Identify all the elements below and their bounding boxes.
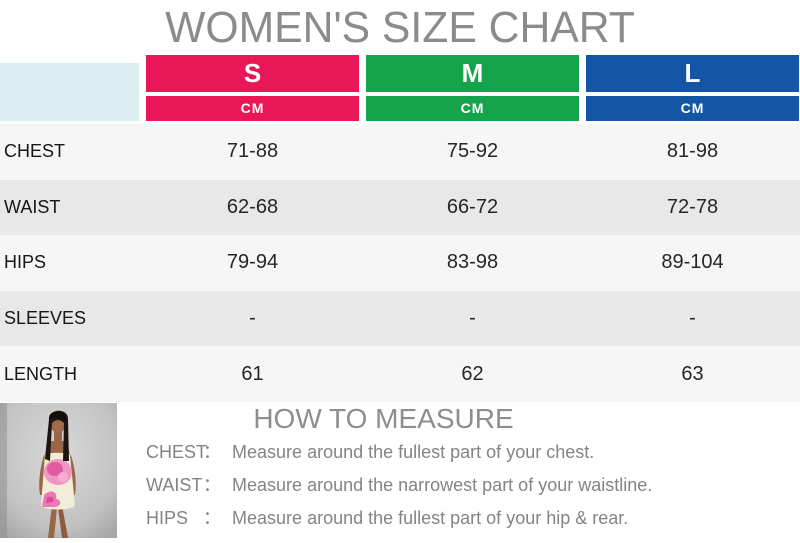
- instruction-label: HIPS: [146, 508, 189, 528]
- cell-value-l: 63: [681, 362, 704, 385]
- header-corner-cell: [0, 63, 139, 121]
- cell-value-m: 75-92: [446, 140, 499, 163]
- row-label: WAIST: [4, 196, 61, 217]
- instruction-text: Measure around the fullest part of your …: [232, 508, 629, 528]
- unit-label: CM: [366, 96, 579, 121]
- table-row: LENGTH 61 62 63: [0, 346, 800, 402]
- page-title: WOMEN'S SIZE CHART: [165, 3, 635, 52]
- size-column-header: M CM: [366, 55, 579, 121]
- model-in-floral-dress-illustration: [0, 403, 117, 538]
- instruction-label: WAIST: [146, 475, 203, 495]
- cell-value-m: 83-98: [446, 251, 499, 274]
- cell-value-m: 66-72: [446, 195, 499, 218]
- cell-value-l: -: [689, 307, 696, 330]
- instruction-text: Measure around the narrowest part of you…: [232, 475, 653, 495]
- measure-instruction-line: WAIST ： Measure around the narrowest par…: [146, 469, 652, 502]
- row-label: HIPS: [4, 252, 47, 273]
- how-to-measure-heading: HOW TO MEASURE: [253, 403, 514, 434]
- instruction-label: CHEST: [146, 442, 208, 462]
- table-row: WAIST 62-68 66-72 72-78: [0, 179, 800, 236]
- row-label: CHEST: [4, 141, 66, 162]
- cell-value-l: 81-98: [666, 140, 719, 163]
- measure-body: HOW TO MEASURE CHEST ： Measure around th…: [117, 403, 652, 538]
- measure-instruction-line: CHEST ： Measure around the fullest part …: [146, 436, 652, 469]
- table-row: CHEST 71-88 75-92 81-98: [0, 124, 800, 180]
- instruction-text: Measure around the fullest part of your …: [232, 442, 595, 462]
- size-label: S: [146, 55, 359, 92]
- instruction-colon: ：: [203, 508, 222, 528]
- cell-value-s: 71-88: [226, 140, 279, 163]
- size-column-header: S CM: [146, 55, 359, 121]
- table-row: HIPS 79-94 83-98 89-104: [0, 235, 800, 291]
- size-column-header: L CM: [586, 55, 799, 121]
- instruction-colon: ：: [203, 475, 222, 495]
- cell-value-s: 61: [241, 362, 264, 385]
- row-label: LENGTH: [4, 363, 78, 384]
- size-header-row: S CM M CM L CM: [0, 55, 800, 121]
- product-photo: [0, 403, 117, 538]
- cell-value-s: -: [249, 307, 256, 330]
- instruction-colon: ：: [203, 442, 222, 462]
- size-columns: S CM M CM L CM: [139, 55, 799, 121]
- cell-value-l: 72-78: [666, 195, 719, 218]
- table-row: SLEEVES - - -: [0, 290, 800, 347]
- size-label: M: [366, 55, 579, 92]
- cell-value-s: 62-68: [226, 195, 279, 218]
- unit-label: CM: [146, 96, 359, 121]
- unit-label: CM: [586, 96, 799, 121]
- cell-value-m: 62: [461, 362, 484, 385]
- measure-instruction-line: HIPS ： Measure around the fullest part o…: [146, 502, 652, 535]
- size-label: L: [586, 55, 799, 92]
- cell-value-m: -: [469, 307, 476, 330]
- how-to-measure-section: HOW TO MEASURE CHEST ： Measure around th…: [0, 403, 800, 538]
- size-table: CHEST 71-88 75-92 81-98 WAIST 62-68 66-7…: [0, 124, 800, 402]
- measure-instructions: CHEST ： Measure around the fullest part …: [146, 436, 652, 535]
- cell-value-s: 79-94: [226, 251, 279, 274]
- row-label: SLEEVES: [4, 308, 87, 329]
- cell-value-l: 89-104: [661, 251, 724, 274]
